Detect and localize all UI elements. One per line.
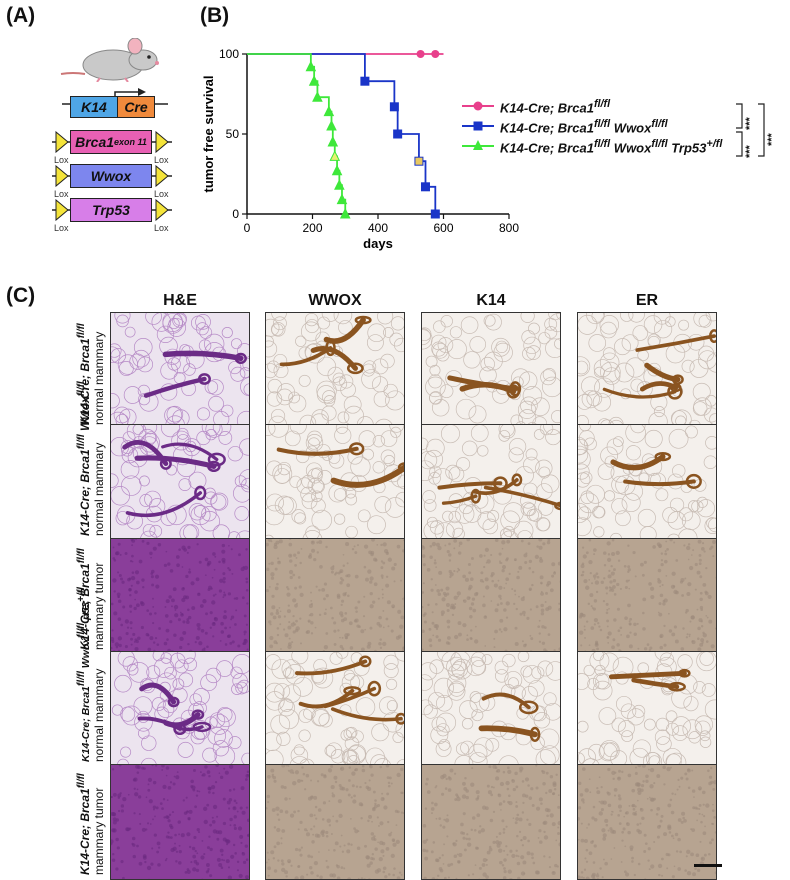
cre-gene-box: Cre [117, 96, 155, 118]
column-header-k14: K14 [421, 292, 561, 310]
histology-image-k14-row2 [421, 424, 561, 540]
panel-c-letter: (C) [6, 284, 35, 308]
histology-image-wwox-row5 [265, 764, 405, 880]
column-header-he: H&E [110, 292, 250, 310]
tissue-texture [578, 425, 717, 540]
data-point [394, 130, 402, 138]
tissue-texture [578, 313, 717, 428]
histology-image-k14-row5 [421, 764, 561, 880]
significance-label: *** [766, 133, 778, 146]
histology-image-wwox-row3 [265, 538, 405, 654]
row-label-5: K14-Cre; Brca1fl/fl mammary tumor [76, 773, 106, 875]
tissue-texture [422, 539, 561, 654]
x-tick-label: 400 [368, 221, 388, 235]
histology-image-wwox-row1 [265, 312, 405, 428]
data-point [417, 50, 425, 58]
tissue-texture [578, 765, 717, 880]
mouse-illustration [55, 38, 165, 82]
histology-image-k14-row1 [421, 312, 561, 428]
y-tick-label: 100 [219, 47, 239, 61]
histology-image-he-row2 [110, 424, 250, 540]
y-axis-label: tumor free survival [201, 75, 216, 192]
histology-image-er-row5 [577, 764, 717, 880]
histology-image-k14-row4 [421, 651, 561, 767]
histology-image-he-row1 [110, 312, 250, 428]
tissue-texture [578, 652, 717, 767]
data-point [361, 77, 369, 85]
row-label-4: K14-Cre; Brca1fl/fl Wwoxfl/fl p53+/fl no… [76, 587, 106, 762]
significance-label: *** [744, 145, 756, 158]
tissue-texture [578, 539, 717, 654]
tissue-texture [111, 425, 250, 540]
data-point [327, 121, 336, 130]
x-tick-label: 800 [499, 221, 519, 235]
tissue-texture [111, 539, 250, 654]
panel-a-letter: (A) [6, 4, 35, 28]
histology-image-he-row3 [110, 538, 250, 654]
tissue-texture [422, 425, 561, 540]
legend-entry-3: K14-Cre; Brca1fl/fl Wwoxfl/fl Trp53+/fl [500, 138, 722, 155]
data-point [390, 103, 398, 111]
k14-gene-box: K14 [70, 96, 118, 118]
trp53-gene-box: Trp53 [70, 198, 152, 222]
data-point [421, 183, 429, 191]
panel-b-letter: (B) [200, 4, 229, 28]
histology-image-wwox-row4 [265, 651, 405, 767]
significance-label: *** [744, 117, 756, 130]
tissue-texture [422, 652, 561, 767]
x-tick-label: 200 [302, 221, 322, 235]
data-point [431, 210, 439, 218]
x-axis-label: days [363, 236, 393, 251]
tissue-texture [422, 765, 561, 880]
legend-entry-2: K14-Cre; Brca1fl/fl Wwoxfl/fl [500, 118, 668, 135]
series-line [247, 54, 345, 214]
column-header-wwox: WWOX [265, 292, 405, 310]
histology-image-k14-row3 [421, 538, 561, 654]
y-tick-label: 50 [226, 127, 240, 141]
column-header-er: ER [577, 292, 717, 310]
x-tick-label: 600 [433, 221, 453, 235]
x-tick-label: 0 [244, 221, 251, 235]
scale-bar [694, 864, 722, 867]
histology-image-er-row3 [577, 538, 717, 654]
tissue-texture [266, 765, 405, 880]
tissue-texture [422, 313, 561, 428]
histology-image-er-row2 [577, 424, 717, 540]
tissue-texture [266, 313, 405, 428]
lox-label: Lox [54, 223, 69, 233]
wwox-gene-box: Wwox [70, 164, 152, 188]
legend-entry-1: K14-Cre; Brca1fl/fl [500, 98, 610, 115]
data-point [415, 157, 423, 165]
histology-image-er-row4 [577, 651, 717, 767]
tissue-texture [111, 313, 250, 428]
histology-image-er-row1 [577, 312, 717, 428]
histology-image-he-row5 [110, 764, 250, 880]
lox-label: Lox [154, 223, 169, 233]
data-point [431, 50, 439, 58]
tissue-texture [266, 652, 405, 767]
tissue-texture [111, 652, 250, 767]
tissue-texture [111, 765, 250, 880]
tissue-texture [266, 539, 405, 654]
histology-image-wwox-row2 [265, 424, 405, 540]
tissue-texture [266, 425, 405, 540]
data-point [328, 137, 337, 146]
legend-markers [460, 96, 500, 156]
histology-image-he-row4 [110, 651, 250, 767]
row-label-2: K14-Cre; Brca1fl/fl Wwoxfl/fl normal mam… [76, 381, 106, 536]
y-tick-label: 0 [232, 207, 239, 221]
